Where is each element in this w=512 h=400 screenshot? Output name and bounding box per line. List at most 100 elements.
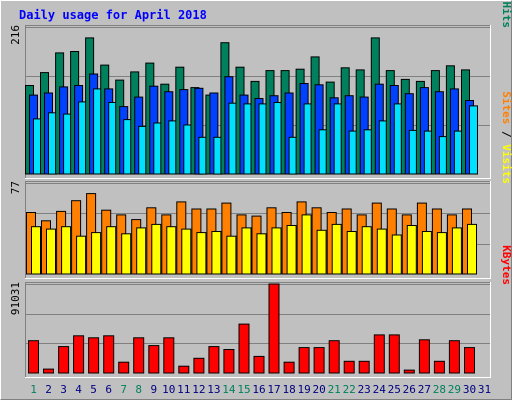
chart-title: Daily usage for April 2018	[19, 8, 207, 22]
bar-kbytes-day-1	[28, 340, 39, 374]
bar-visits-day-9	[151, 223, 162, 275]
bar-visits-day-7	[121, 233, 132, 275]
x-tick-label: 10	[162, 383, 175, 396]
x-tick-label: 23	[358, 383, 371, 396]
bar-visits-day-23	[361, 226, 372, 275]
x-tick-label: 24	[373, 383, 387, 396]
bar-visits-day-29	[451, 227, 462, 275]
x-tick-label: 18	[282, 383, 295, 396]
x-tick-label: 30	[463, 383, 476, 396]
bar-visits-day-8	[136, 227, 147, 275]
bar-kbytes-day-19	[298, 347, 310, 374]
bar-visits-day-16	[256, 233, 267, 275]
x-tick-label: 16	[252, 383, 265, 396]
x-tick-label: 19	[297, 383, 310, 396]
panel-visits-max-label: 77	[9, 181, 22, 194]
x-tick-label: 14	[222, 383, 236, 396]
bar-visits-day-27	[421, 231, 432, 275]
panel-visits-border-dark	[25, 181, 491, 279]
bar-kbytes-day-22	[343, 360, 355, 374]
bar-visits-day-22	[346, 231, 357, 275]
bar-kbytes-day-8	[133, 337, 145, 374]
panel-visits-legend: Sites / Visits	[500, 91, 512, 184]
x-tick-label: 27	[418, 383, 431, 396]
bar-kbytes-day-7	[118, 361, 130, 374]
bar-kbytes-day-9	[148, 345, 160, 374]
legend-entry: Hits	[500, 2, 512, 29]
x-tick-label: 9	[150, 383, 157, 396]
panel-hits-legend: Pages / Files / Hits	[500, 0, 512, 28]
bar-visits-day-2	[46, 228, 56, 275]
bar-visits-day-4	[76, 235, 87, 275]
bar-visits-day-15	[241, 227, 252, 275]
bar-visits-day-12	[196, 232, 207, 275]
bar-visits-day-14	[226, 235, 237, 275]
x-tick-label: 28	[433, 383, 446, 396]
x-tick-label: 7	[120, 383, 127, 396]
bar-visits-day-17	[271, 227, 282, 275]
bar-kbytes-day-17	[268, 283, 280, 374]
bar-visits-day-30	[467, 223, 477, 275]
bar-visits-day-19	[301, 214, 312, 275]
panel-kbytes-border-dark	[25, 282, 491, 378]
bar-visits-day-1	[31, 226, 41, 275]
bar-visits-day-20	[316, 229, 327, 275]
legend-entry: Sites	[500, 91, 512, 124]
x-tick-label: 26	[403, 383, 416, 396]
bar-kbytes-day-16	[253, 355, 265, 374]
bar-kbytes-day-11	[178, 365, 190, 374]
x-tick-label: 21	[328, 383, 341, 396]
bar-kbytes-day-3	[58, 346, 70, 374]
bar-visits-day-26	[406, 225, 417, 275]
bar-kbytes-day-4	[73, 335, 85, 374]
bar-kbytes-day-27	[418, 339, 430, 374]
panel-kbytes-max-label: 91031	[9, 282, 22, 315]
bar-visits-day-21	[331, 223, 342, 275]
legend-entry: Visits	[500, 144, 512, 184]
panel-kbytes-border-light	[25, 282, 491, 378]
x-tick-label: 6	[105, 383, 112, 396]
bar-kbytes-day-13	[208, 346, 220, 374]
bar-visits-day-11	[181, 228, 192, 275]
bar-visits-day-18	[286, 225, 297, 275]
legend-entry: /	[500, 124, 512, 144]
bar-visits-day-10	[166, 226, 177, 275]
bar-kbytes-day-26	[403, 369, 415, 374]
bar-kbytes-day-21	[328, 340, 340, 374]
x-tick-label: 4	[75, 383, 82, 396]
bar-visits-day-6	[106, 226, 117, 275]
x-axis-labels: 1 2 3 4 5 6 7 8 9 10 11 12 13 14 15 16 17 18 19 20 21 22 23 24 2…	[30, 383, 491, 396]
panel-hits-border-light	[25, 25, 491, 179]
bar-visits-day-25	[391, 234, 402, 275]
x-tick-label: 5	[90, 383, 97, 396]
x-tick-label: 31	[478, 383, 491, 396]
panel-visits-border-light	[25, 181, 491, 279]
bar-kbytes-day-14	[223, 349, 235, 374]
bar-kbytes-day-25	[388, 334, 400, 374]
bar-pages-day-30	[469, 105, 478, 175]
panel-hits-max-label: 216	[9, 25, 22, 45]
bar-kbytes-day-24	[373, 334, 385, 374]
bar-visits-day-24	[376, 228, 387, 275]
bar-visits-day-5	[91, 232, 102, 275]
bar-kbytes-day-30	[464, 347, 475, 374]
bar-kbytes-day-28	[433, 360, 445, 374]
bar-visits-day-3	[61, 226, 72, 275]
bar-kbytes-day-6	[103, 335, 115, 374]
x-tick-label: 15	[237, 383, 250, 396]
x-tick-label: 1	[30, 383, 37, 396]
x-tick-label: 20	[312, 383, 325, 396]
x-tick-label: 13	[207, 383, 220, 396]
panel-kbytes: 91031 KBytes	[9, 245, 512, 378]
bar-kbytes-day-10	[163, 337, 175, 374]
bar-kbytes-day-12	[193, 357, 205, 374]
x-tick-label: 22	[343, 383, 356, 396]
bar-kbytes-day-5	[88, 337, 100, 374]
x-tick-label: 25	[388, 383, 401, 396]
x-tick-label: 11	[177, 383, 190, 396]
x-tick-label: 2	[45, 383, 52, 396]
x-tick-label: 17	[267, 383, 280, 396]
bar-kbytes-day-29	[448, 340, 460, 374]
x-tick-label: 8	[135, 383, 142, 396]
